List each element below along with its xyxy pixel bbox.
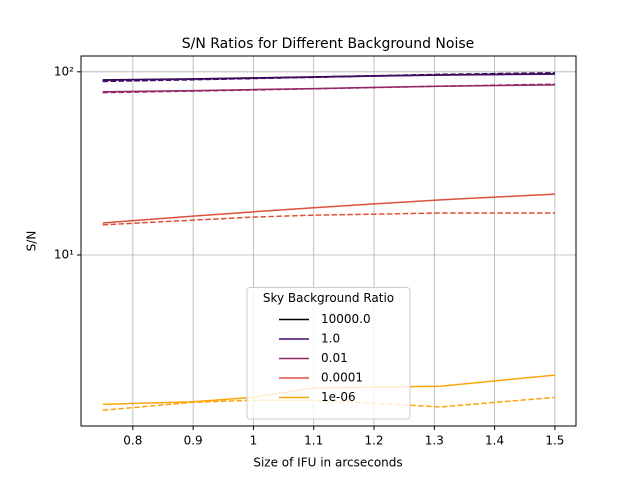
legend-label: 1.0 bbox=[321, 332, 340, 346]
legend-label: 0.0001 bbox=[321, 371, 363, 385]
x-tick-label: 0.9 bbox=[184, 434, 203, 448]
grid bbox=[81, 56, 576, 426]
legend-label: 1e-06 bbox=[321, 390, 356, 404]
y-axis-label: S/N bbox=[25, 231, 39, 252]
x-tick-label: 1.5 bbox=[545, 434, 564, 448]
legend-title: Sky Background Ratio bbox=[263, 291, 394, 305]
series-line bbox=[102, 84, 555, 93]
y-tick-label: 10² bbox=[54, 64, 74, 78]
x-tick-label: 1.4 bbox=[485, 434, 504, 448]
x-tick-label: 1.3 bbox=[425, 434, 444, 448]
x-axis-label: Size of IFU in arcseconds bbox=[253, 456, 402, 470]
x-tick-label: 1.1 bbox=[304, 434, 323, 448]
series-line-dashed bbox=[102, 212, 555, 226]
series-line bbox=[102, 193, 555, 224]
chart-title: S/N Ratios for Different Background Nois… bbox=[182, 36, 475, 52]
legend: Sky Background Ratio 10000.0 1.0 0.01 0.0001… bbox=[246, 287, 411, 420]
legend-box bbox=[246, 287, 411, 420]
x-tick-label: 0.8 bbox=[123, 434, 142, 448]
x-tick-label: 1.2 bbox=[364, 434, 383, 448]
ticks: 0.8 0.9 1 1.1 1.2 1.3 1.4 1.5 10¹ 10² bbox=[54, 64, 565, 447]
lines bbox=[102, 72, 555, 412]
y-tick-label: 10¹ bbox=[54, 247, 74, 261]
x-tick-label: 1 bbox=[250, 434, 258, 448]
legend-label: 0.01 bbox=[321, 351, 348, 365]
legend-label: 10000.0 bbox=[321, 312, 371, 326]
series-line bbox=[102, 73, 555, 81]
plot-frame bbox=[80, 55, 577, 427]
